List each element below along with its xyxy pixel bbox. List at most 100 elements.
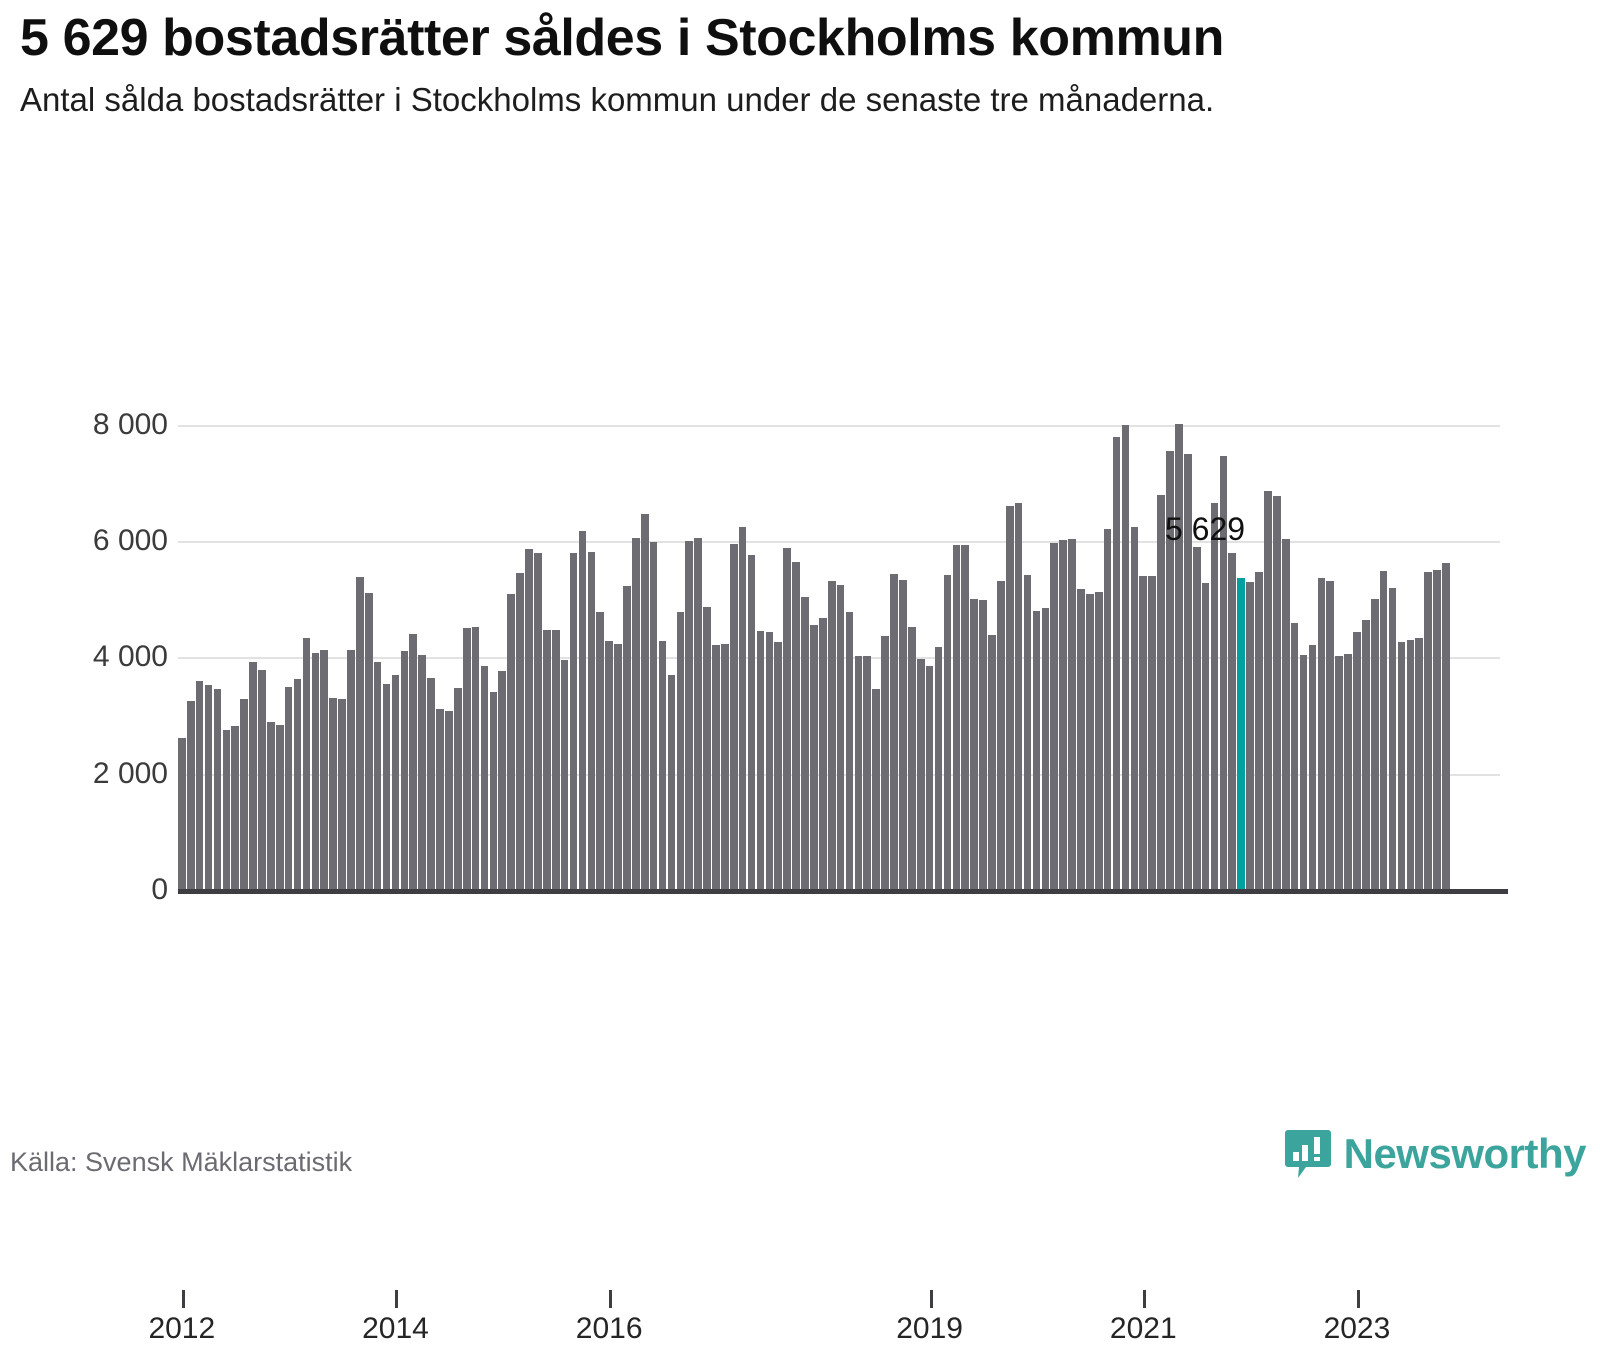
bar [195, 680, 204, 890]
bar [1139, 576, 1148, 890]
bar [213, 688, 222, 890]
bar [391, 675, 400, 890]
gridline [178, 424, 1500, 427]
x-axis-tick-label: 2016 [575, 1312, 643, 1345]
bar [1157, 494, 1165, 890]
bar [845, 611, 854, 890]
bar [1388, 587, 1397, 890]
bar [1219, 456, 1228, 890]
bar [302, 637, 311, 890]
bar [1050, 542, 1059, 890]
bar [756, 631, 765, 890]
bar [827, 580, 836, 890]
bar [916, 659, 925, 890]
bar [1264, 491, 1272, 890]
bar [409, 634, 418, 890]
bar [854, 656, 863, 890]
bar [1281, 539, 1290, 890]
bar [712, 645, 720, 890]
bar [1246, 581, 1254, 890]
bar [970, 599, 978, 890]
bar [516, 573, 524, 890]
bar [445, 710, 453, 890]
bar [997, 581, 1005, 890]
x-axis-tick [609, 1290, 613, 1308]
bar [453, 687, 462, 890]
bar [249, 661, 257, 890]
bar [881, 635, 889, 890]
bar [863, 655, 872, 890]
bar [1415, 637, 1424, 890]
bar [329, 698, 337, 890]
bar [721, 643, 729, 890]
bar [774, 641, 783, 890]
bar [471, 626, 480, 890]
bar [364, 592, 373, 890]
bar [747, 555, 756, 890]
bar [1335, 655, 1343, 890]
bar [872, 689, 881, 890]
bar [1032, 610, 1041, 890]
bar [792, 562, 800, 890]
bar [1433, 570, 1441, 890]
bar [1166, 451, 1174, 890]
bar [1077, 588, 1085, 890]
bar [1130, 527, 1139, 890]
bar [1353, 632, 1361, 890]
bar [1228, 552, 1237, 890]
bar [1059, 540, 1067, 890]
bar [587, 551, 596, 890]
bar [836, 585, 845, 890]
bar [899, 580, 907, 890]
bar [694, 537, 702, 890]
bar [418, 655, 426, 890]
bar [338, 698, 346, 890]
bar [1272, 495, 1281, 890]
footer: Källa: Svensk Mäklarstatistik Newsworthy [0, 1110, 1600, 1200]
brand-logo[interactable]: Newsworthy [1284, 1128, 1587, 1180]
bar [1112, 437, 1121, 890]
x-axis-tick [1356, 1290, 1360, 1308]
bar [1308, 644, 1317, 890]
x-axis-tick [1143, 1290, 1147, 1308]
bar [988, 635, 996, 890]
bar [925, 665, 934, 890]
bar [952, 544, 961, 890]
x-axis-tick [395, 1290, 399, 1308]
bar [765, 632, 774, 890]
bar [658, 641, 667, 890]
bar [311, 652, 320, 890]
bar [890, 573, 898, 890]
bar [1068, 538, 1076, 890]
bar [507, 593, 516, 890]
bar [818, 617, 827, 890]
bar [1255, 571, 1263, 890]
bar [1326, 581, 1335, 890]
bar [1379, 571, 1388, 890]
bar [382, 684, 391, 890]
chart-page: 5 629 bostadsrätter såldes i Stockholms … [0, 9, 1600, 1345]
plot-area [178, 390, 1500, 890]
x-axis-tick-label: 2021 [1109, 1312, 1177, 1345]
bar [685, 541, 694, 890]
bar [542, 630, 551, 890]
bar [551, 629, 560, 890]
bar-series [178, 390, 1500, 890]
bar [1148, 576, 1156, 890]
y-axis-tick-label: 2 000 [92, 756, 168, 790]
y-axis-tick-label: 0 [151, 873, 168, 906]
x-axis-tick-label: 2014 [362, 1312, 429, 1345]
bar [783, 548, 791, 890]
bar [596, 611, 605, 890]
bar [204, 685, 213, 890]
bar [1094, 592, 1103, 890]
bar [1397, 642, 1406, 890]
bar [462, 628, 471, 890]
x-axis-tick-label: 2023 [1323, 1312, 1391, 1345]
bar [1005, 505, 1014, 890]
bar [525, 549, 533, 890]
bar [267, 721, 275, 890]
bar [605, 641, 613, 890]
bar [1406, 640, 1415, 890]
source-note: Källa: Svensk Mäklarstatistik [10, 1147, 353, 1177]
